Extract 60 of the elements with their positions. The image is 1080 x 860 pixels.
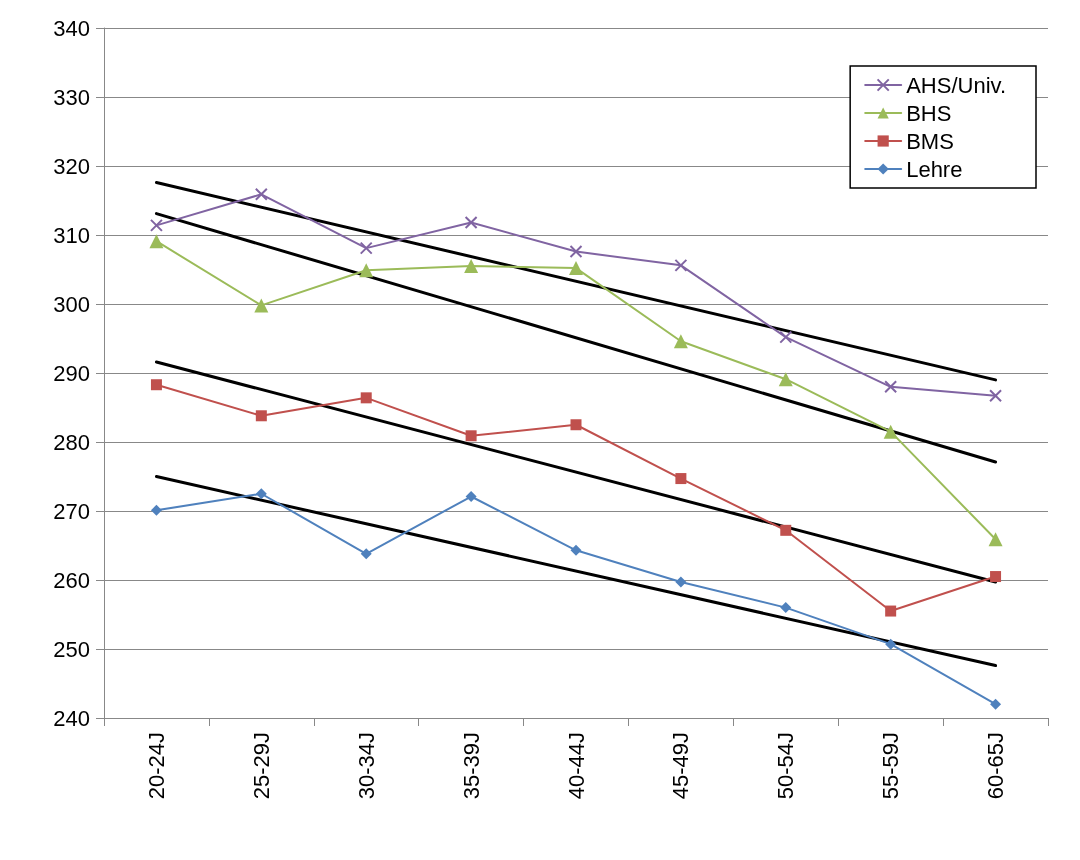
point — [675, 473, 687, 485]
point — [359, 241, 373, 255]
point — [778, 372, 793, 387]
point — [254, 298, 269, 313]
y-tick-label: 310 — [53, 222, 90, 248]
y-tick-label: 250 — [53, 636, 90, 662]
legend-label: AHS/Univ. — [906, 72, 1007, 98]
x-tick-label: 35-39J — [458, 732, 484, 800]
point — [360, 548, 372, 560]
point — [465, 491, 477, 503]
point — [465, 430, 477, 442]
point — [673, 334, 688, 349]
x-tick-label: 40-44J — [563, 732, 589, 800]
y-tick-label: 290 — [53, 360, 90, 386]
point — [884, 380, 898, 394]
y-tick-label: 270 — [53, 498, 90, 524]
x-tick-label: 50-54J — [773, 732, 799, 800]
point — [883, 424, 898, 439]
point — [674, 258, 688, 272]
legend-label: BMS — [906, 128, 954, 154]
point — [464, 259, 479, 274]
x-tick-label: 25-29J — [248, 732, 274, 800]
legend-label: BHS — [906, 100, 952, 126]
y-tick-label: 340 — [53, 15, 90, 41]
point — [359, 263, 374, 278]
point — [780, 524, 792, 536]
point — [464, 216, 478, 230]
x-tick-label: 60-65J — [983, 732, 1009, 800]
point — [675, 576, 687, 588]
y-tick-label: 240 — [53, 705, 90, 731]
point — [570, 419, 582, 431]
point — [990, 571, 1002, 583]
point — [779, 330, 793, 344]
legend-label: Lehre — [906, 156, 963, 182]
x-tick-label: 45-49J — [668, 732, 694, 800]
point — [885, 638, 897, 650]
point — [150, 379, 162, 391]
point — [360, 392, 372, 404]
point — [989, 389, 1003, 403]
x-tick-label: 55-59J — [878, 732, 904, 800]
point — [569, 245, 583, 259]
y-tick-label: 260 — [53, 567, 90, 593]
point — [149, 234, 164, 249]
point — [988, 532, 1003, 547]
y-tick-label: 330 — [53, 84, 90, 110]
point — [255, 410, 267, 422]
point — [150, 504, 162, 516]
point — [570, 544, 582, 556]
point — [254, 187, 268, 201]
x-tick-label: 20-24J — [143, 732, 169, 800]
y-tick-label: 280 — [53, 429, 90, 455]
point — [990, 698, 1002, 710]
point — [255, 488, 267, 500]
point — [569, 261, 583, 276]
point — [149, 218, 163, 232]
point — [885, 605, 897, 617]
point — [780, 602, 792, 614]
x-tick-label: 30-34J — [353, 732, 379, 800]
y-tick-label: 300 — [53, 291, 90, 317]
y-tick-label: 320 — [53, 153, 90, 179]
